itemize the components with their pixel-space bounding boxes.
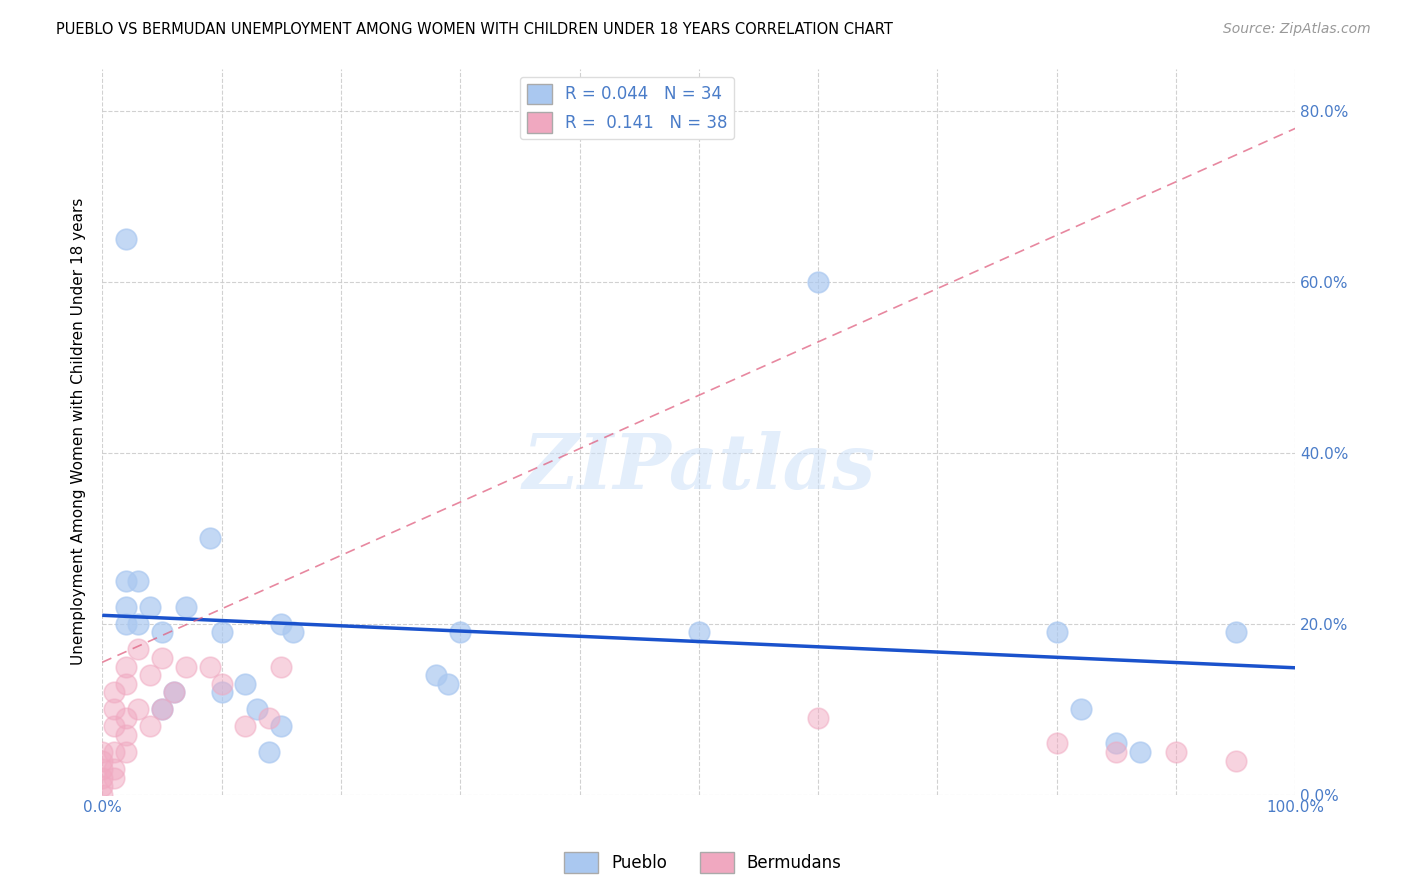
Point bbox=[139, 599, 162, 614]
Point bbox=[449, 625, 471, 640]
Point bbox=[235, 676, 257, 690]
Point bbox=[103, 745, 125, 759]
Point bbox=[103, 771, 125, 785]
Point bbox=[103, 685, 125, 699]
Point bbox=[1166, 745, 1188, 759]
Point bbox=[115, 676, 138, 690]
Point bbox=[91, 754, 114, 768]
Point bbox=[127, 574, 149, 588]
Point bbox=[139, 668, 162, 682]
Point bbox=[150, 702, 173, 716]
Y-axis label: Unemployment Among Women with Children Under 18 years: Unemployment Among Women with Children U… bbox=[72, 198, 86, 665]
Point bbox=[235, 719, 257, 733]
Point bbox=[1105, 745, 1128, 759]
Point bbox=[211, 676, 233, 690]
Point bbox=[198, 659, 221, 673]
Point bbox=[115, 616, 138, 631]
Point bbox=[127, 642, 149, 657]
Point bbox=[281, 625, 304, 640]
Point bbox=[115, 711, 138, 725]
Point bbox=[103, 762, 125, 776]
Point bbox=[807, 275, 830, 289]
Point bbox=[127, 702, 149, 716]
Point bbox=[259, 745, 281, 759]
Point bbox=[1225, 754, 1247, 768]
Point bbox=[437, 676, 460, 690]
Text: Source: ZipAtlas.com: Source: ZipAtlas.com bbox=[1223, 22, 1371, 37]
Point bbox=[115, 659, 138, 673]
Point bbox=[688, 625, 710, 640]
Point bbox=[115, 599, 138, 614]
Point bbox=[150, 625, 173, 640]
Point bbox=[115, 232, 138, 246]
Point bbox=[1070, 702, 1092, 716]
Point bbox=[91, 788, 114, 802]
Point bbox=[211, 625, 233, 640]
Point bbox=[259, 711, 281, 725]
Point bbox=[91, 762, 114, 776]
Point bbox=[211, 685, 233, 699]
Legend: Pueblo, Bermudans: Pueblo, Bermudans bbox=[558, 846, 848, 880]
Point bbox=[1225, 625, 1247, 640]
Point bbox=[425, 668, 447, 682]
Point bbox=[150, 702, 173, 716]
Point bbox=[1129, 745, 1152, 759]
Text: ZIPatlas: ZIPatlas bbox=[522, 431, 876, 505]
Point bbox=[246, 702, 269, 716]
Point bbox=[91, 745, 114, 759]
Point bbox=[270, 719, 292, 733]
Point bbox=[198, 532, 221, 546]
Point bbox=[1046, 625, 1069, 640]
Point bbox=[115, 745, 138, 759]
Point bbox=[115, 574, 138, 588]
Point bbox=[115, 728, 138, 742]
Point bbox=[163, 685, 186, 699]
Point bbox=[139, 719, 162, 733]
Point bbox=[103, 702, 125, 716]
Point bbox=[174, 599, 197, 614]
Point bbox=[807, 711, 830, 725]
Point bbox=[127, 616, 149, 631]
Point bbox=[1105, 736, 1128, 750]
Point bbox=[174, 659, 197, 673]
Point bbox=[91, 779, 114, 793]
Point bbox=[270, 659, 292, 673]
Point bbox=[150, 651, 173, 665]
Point bbox=[1046, 736, 1069, 750]
Legend: R = 0.044   N = 34, R =  0.141   N = 38: R = 0.044 N = 34, R = 0.141 N = 38 bbox=[520, 77, 734, 139]
Point bbox=[91, 771, 114, 785]
Point bbox=[163, 685, 186, 699]
Point bbox=[103, 719, 125, 733]
Text: PUEBLO VS BERMUDAN UNEMPLOYMENT AMONG WOMEN WITH CHILDREN UNDER 18 YEARS CORRELA: PUEBLO VS BERMUDAN UNEMPLOYMENT AMONG WO… bbox=[56, 22, 893, 37]
Point bbox=[270, 616, 292, 631]
